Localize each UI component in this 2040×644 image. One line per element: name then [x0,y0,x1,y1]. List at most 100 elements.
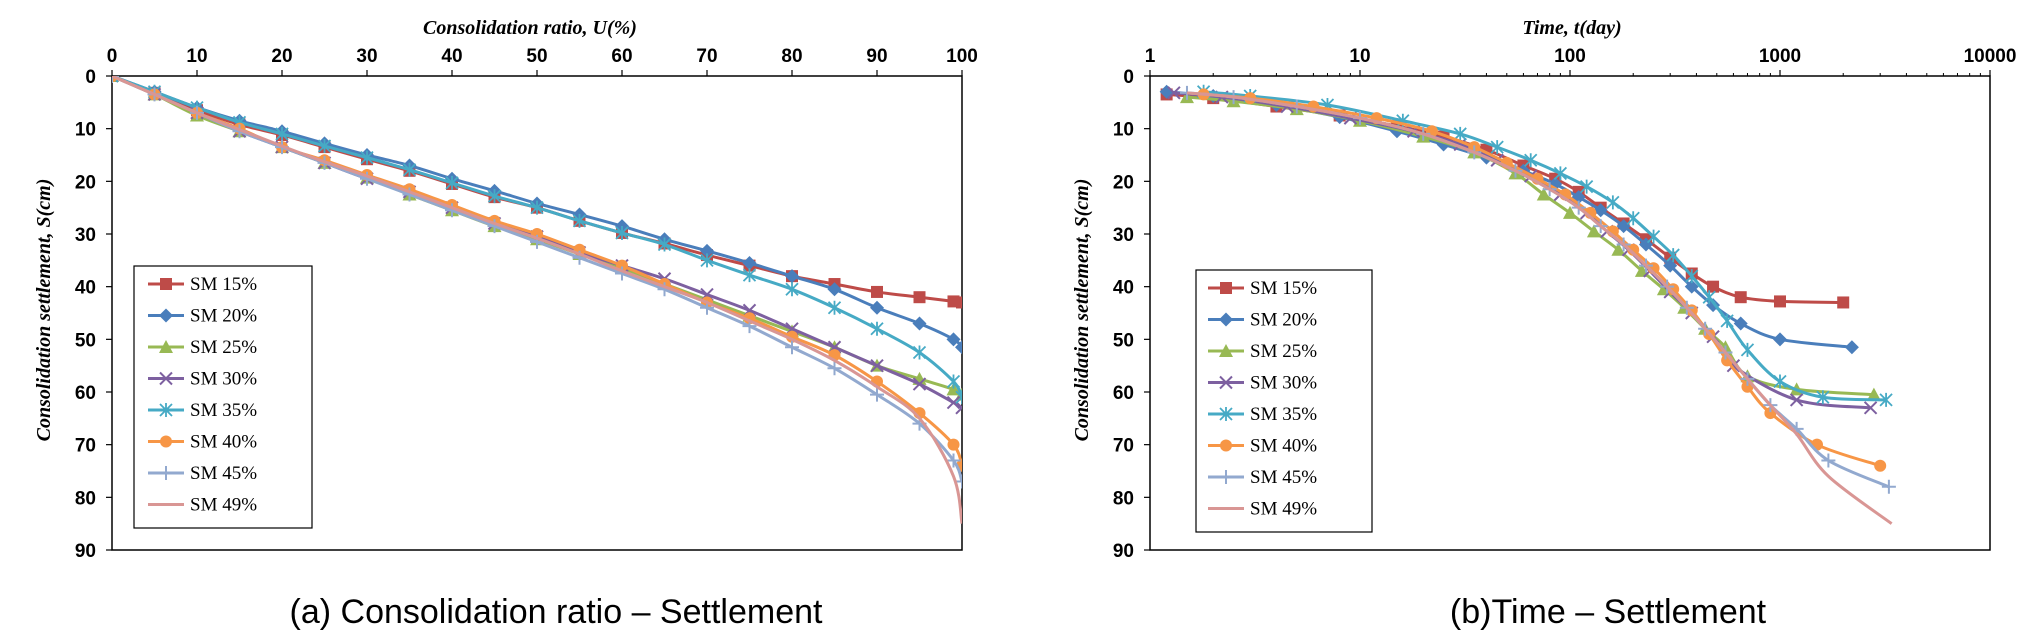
legend-item: SM 25% [148,337,257,358]
legend-marker [1219,375,1233,390]
data-point [1666,248,1680,263]
data-point [912,316,927,331]
data-point [1684,279,1699,294]
y-tick-label: 80 [75,488,96,509]
legend-marker [159,466,173,480]
series-sm-35- [112,76,962,405]
data-point [1606,195,1620,210]
data-point [1844,340,1859,355]
data-point [402,162,417,177]
x-tick-label: 70 [696,46,717,67]
y-tick-label: 40 [1113,278,1134,299]
legend-item: SM 30% [1208,373,1317,394]
legend-marker [160,278,172,290]
legend-box-a [133,265,313,529]
legend-label: SM 45% [190,463,257,484]
legend-marker [1220,282,1232,294]
data-point [1627,243,1640,256]
legend-label: SM 20% [190,306,257,327]
legend-item: SM 30% [148,369,257,390]
y-tick-label: 90 [75,541,96,562]
legend-label: SM 30% [190,369,257,390]
legend-item: SM 15% [148,274,257,295]
y-tick-label: 30 [75,225,96,246]
series-line [1186,91,1893,525]
legend-item: SM 49% [148,495,257,516]
caption-a: (a) Consolidation ratio – Settlement [290,593,823,631]
data-point [1611,242,1626,256]
data-point [1593,203,1608,218]
data-point [700,253,714,268]
legend-b: SM 15% SM 20% SM 25% SM 30% SM 35% SM 40% SM 4… [1195,269,1373,533]
legend-item: SM 25% [1208,341,1317,362]
data-point [1720,313,1734,328]
data-point [913,291,926,304]
x-tick-label: 30 [356,46,377,67]
chart-b: Time, t(day) Consolidation settlement, S… [1071,17,2016,631]
y-ticks-b: 0 10 20 30 40 50 60 70 80 90 [1113,67,1150,562]
legend-item: SM 20% [1208,310,1317,331]
data-point [1734,291,1747,304]
x-tick-label: 0 [107,46,118,67]
y-tick-label: 20 [1113,172,1134,193]
data-point [572,213,587,228]
series-layer-b [1159,84,1896,525]
y-tick-label: 10 [75,120,96,141]
data-point [657,237,672,252]
y-axis-title-a: Consolidation settlement, S(cm) [33,179,55,442]
data-point [445,175,459,190]
series-sm-35- [1196,84,1893,407]
y-axis-title-b: Consolidation settlement, S(cm) [1071,179,1093,442]
data-point [1524,153,1538,168]
data-point [275,126,289,141]
y-tick-label: 60 [75,383,96,404]
y-tick-label: 20 [75,172,96,193]
legend-item: SM 35% [148,400,257,421]
data-point [827,361,842,376]
data-point [785,340,799,355]
legend-label: SM 25% [1250,341,1317,362]
legend-label: SM 35% [1250,404,1317,425]
y-tick-label: 60 [1113,383,1134,404]
legend-items-b: SM 15% SM 20% SM 25% SM 30% SM 35% SM 40% SM 4… [1208,278,1317,520]
data-point [1789,393,1804,407]
x-axis-title-a: Consolidation ratio, U(%) [423,17,637,39]
data-point [871,285,883,298]
data-point [1702,290,1716,305]
series-line [112,76,962,398]
legend-item: SM 49% [1208,499,1317,520]
data-point [956,296,962,309]
data-point [912,377,927,391]
data-point [1453,126,1467,141]
legend-a: SM 15% SM 20% SM 25% SM 30% SM 35% SM 40% SM 4… [133,265,313,529]
legend-label: SM 49% [1250,499,1317,520]
y-tick-label: 70 [75,436,96,457]
x-ticks-a: 0 10 20 30 40 50 60 70 80 90 100 [107,46,978,76]
y-tick-label: 50 [75,330,96,351]
data-point [1863,401,1878,415]
x-tick-label: 10 [186,46,207,67]
data-point [955,390,962,405]
data-point [1707,280,1720,293]
x-tick-label: 10 [1349,46,1370,67]
data-point [1879,392,1893,407]
data-point [487,189,502,204]
data-point [827,300,842,315]
x-ticks-b: 1 10 100 1000 10000 [1145,46,2016,76]
legend-item: SM 35% [1208,404,1317,425]
legend-marker [1219,312,1233,327]
legend-label: SM 40% [190,432,257,453]
legend-label: SM 30% [1250,373,1317,394]
legend-item: SM 15% [1208,278,1317,299]
legend-marker [1219,470,1233,484]
y-tick-label: 80 [1113,488,1134,509]
data-point [1733,316,1748,331]
legend-marker [1219,407,1233,421]
legend-marker [1219,344,1233,357]
x-tick-label: 50 [526,46,547,67]
legend-marker [159,403,173,417]
data-point [955,474,962,489]
data-point [1881,479,1896,494]
legend-marker [1220,439,1232,452]
